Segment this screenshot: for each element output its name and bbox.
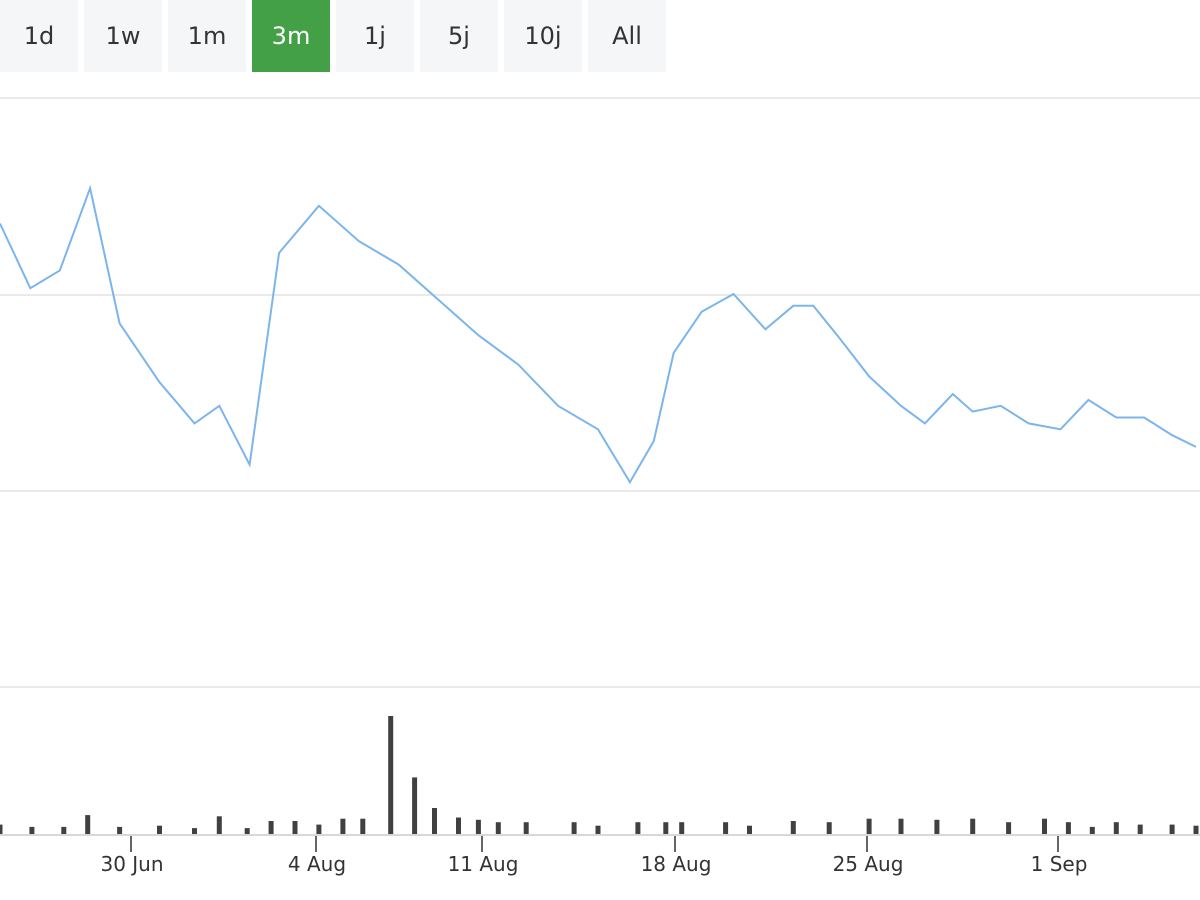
- volume-bar-15: [412, 777, 418, 834]
- volume-bar-13: [360, 818, 366, 834]
- volume-bar-21: [571, 822, 577, 834]
- volume-bar-4: [117, 826, 123, 834]
- volume-bar-27: [747, 825, 752, 834]
- volume-bar-37: [1089, 826, 1095, 834]
- volume-bar-25: [679, 822, 685, 834]
- range-button-1j[interactable]: 1j: [336, 0, 414, 72]
- volume-bar-14: [388, 716, 394, 834]
- volume-bar-10: [292, 821, 298, 834]
- volume-bar-18: [475, 819, 481, 834]
- x-tick-label-1: 4 Aug: [288, 852, 346, 876]
- volume-bar-33: [970, 818, 976, 834]
- volume-bar-5: [157, 825, 162, 834]
- volume-bar-12: [340, 818, 346, 834]
- volume-bar-26: [723, 822, 729, 834]
- volume-bar-41: [1193, 825, 1199, 834]
- volume-bar-16: [432, 808, 437, 834]
- volume-bar-19: [495, 822, 501, 834]
- x-tick-label-0: 30 Jun: [100, 852, 163, 876]
- volume-bar-23: [635, 822, 641, 834]
- volume-bar-34: [1006, 822, 1012, 834]
- x-tick-label-5: 1 Sep: [1031, 852, 1088, 876]
- range-button-3m[interactable]: 3m: [252, 0, 330, 72]
- range-button-all[interactable]: All: [588, 0, 666, 72]
- volume-bar-31: [898, 818, 904, 834]
- volume-bar-35: [1042, 818, 1047, 834]
- x-tick-label-4: 25 Aug: [833, 852, 904, 876]
- volume-bar-2: [61, 826, 67, 834]
- volume-bar-38: [1113, 822, 1119, 834]
- volume-bar-22: [595, 825, 601, 834]
- volume-bar-9: [268, 821, 274, 834]
- volume-bar-0: [0, 824, 3, 834]
- volume-bar-40: [1169, 824, 1175, 834]
- volume-bar-7: [216, 816, 222, 834]
- volume-bar-11: [316, 824, 322, 834]
- volume-bar-32: [934, 819, 940, 834]
- volume-bar-6: [192, 828, 197, 834]
- volume-bar-28: [790, 821, 796, 834]
- price-series-line: [0, 184, 1197, 485]
- range-button-1m[interactable]: 1m: [168, 0, 246, 72]
- volume-bar-29: [826, 822, 832, 834]
- volume-bar-20: [523, 822, 529, 834]
- range-button-1d[interactable]: 1d: [0, 0, 78, 72]
- volume-bar-39: [1137, 824, 1143, 834]
- volume-bar-17: [456, 817, 461, 834]
- range-button-1w[interactable]: 1w: [84, 0, 162, 72]
- x-tick-label-2: 11 Aug: [448, 852, 519, 876]
- volume-bar-8: [244, 828, 250, 834]
- volume-bar-1: [29, 826, 35, 834]
- volume-bar-24: [663, 822, 669, 834]
- volume-bar-36: [1065, 822, 1071, 834]
- volume-bar-3: [85, 815, 91, 834]
- range-button-5j[interactable]: 5j: [420, 0, 498, 72]
- range-selector: 1d 1w 1m 3m 1j 5j 10j All: [0, 0, 672, 72]
- volume-bar-30: [866, 818, 872, 834]
- range-button-10j[interactable]: 10j: [504, 0, 582, 72]
- x-tick-label-3: 18 Aug: [641, 852, 712, 876]
